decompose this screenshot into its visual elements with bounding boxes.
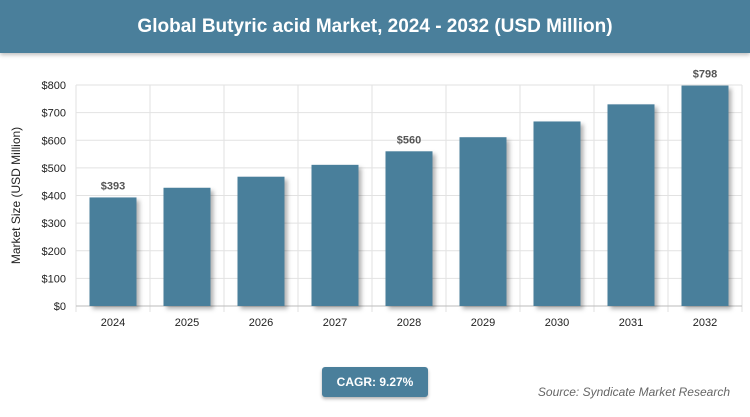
y-tick-label: $0	[54, 301, 66, 313]
data-labels: $393 $560 $798	[101, 69, 717, 193]
bar-2024	[89, 197, 137, 306]
bar-2027	[311, 164, 359, 306]
data-label-2024: $393	[101, 180, 125, 192]
y-tick-label: $300	[42, 218, 66, 230]
bars	[89, 85, 729, 307]
x-tick-label: 2031	[619, 317, 643, 329]
bar-2030	[533, 121, 581, 306]
chart-title: Global Butyric acid Market, 2024 - 2032 …	[0, 0, 750, 53]
bar-2029	[459, 137, 507, 306]
x-tick-label: 2024	[101, 317, 125, 329]
bar-2025	[163, 187, 211, 306]
x-tick-label: 2027	[323, 317, 347, 329]
data-label-2028: $560	[397, 134, 421, 146]
bar-chart: $0 $100 $200 $300 $400 $500 $600 $700 $800 2024 20…	[9, 69, 743, 329]
bar-2031	[607, 104, 655, 307]
x-tick-label: 2029	[471, 317, 495, 329]
y-tick-label: $600	[42, 135, 66, 147]
x-tick-label: 2026	[249, 317, 273, 329]
y-tick-label: $800	[42, 80, 66, 92]
x-tick-label: 2030	[545, 317, 569, 329]
y-tick-label: $200	[42, 246, 66, 258]
axes: $0 $100 $200 $300 $400 $500 $600 $700 $800 2024 20…	[42, 80, 742, 329]
y-tick-label: $500	[42, 163, 66, 175]
y-axis-label: Market Size (USD Million)	[9, 127, 23, 264]
source-note: Source: Syndicate Market Research	[537, 385, 730, 399]
bar-2026	[237, 176, 285, 306]
x-tick-label: 2025	[175, 317, 199, 329]
x-tick-label: 2028	[397, 317, 421, 329]
y-tick-label: $400	[42, 191, 66, 203]
data-label-2032: $798	[693, 69, 717, 81]
bar-2028	[385, 151, 433, 306]
y-tick-label: $100	[42, 273, 66, 285]
y-tick-label: $700	[42, 108, 66, 120]
cagr-badge: CAGR: 9.27%	[322, 367, 428, 397]
x-tick-label: 2032	[693, 317, 717, 329]
bar-2032	[681, 85, 729, 306]
